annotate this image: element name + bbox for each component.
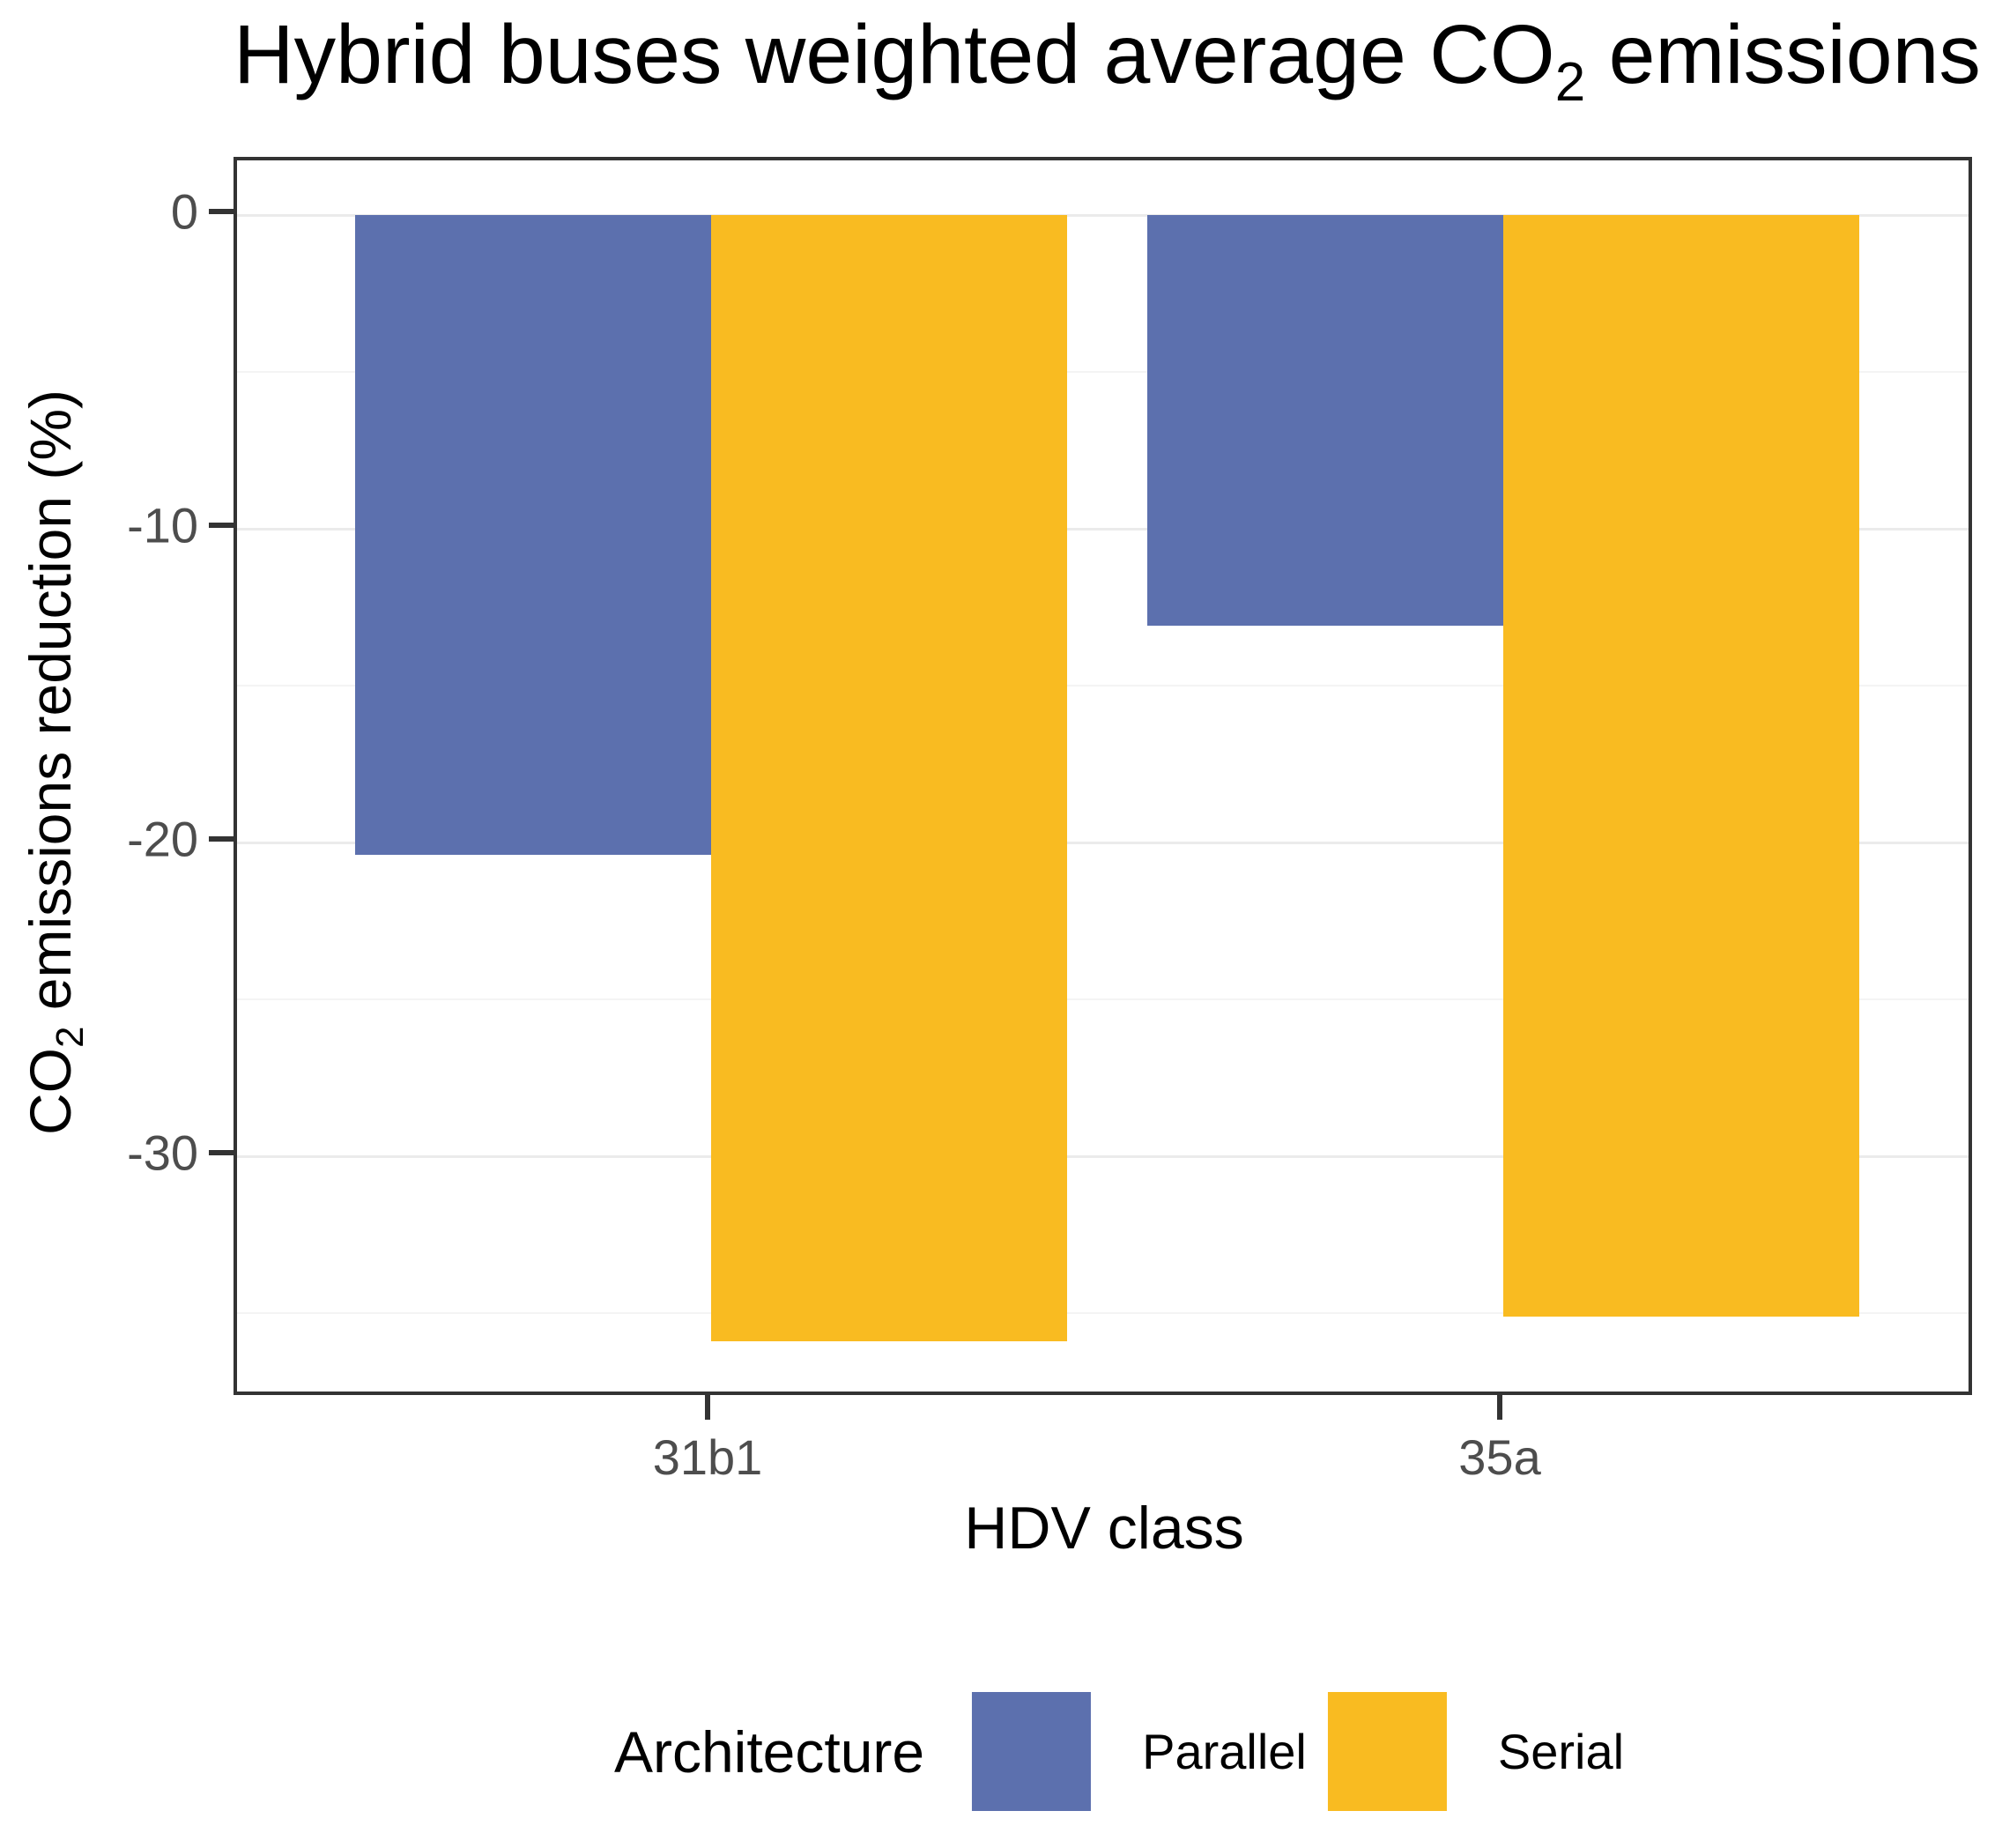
- x-tick-label: 35a: [1458, 1429, 1541, 1485]
- y-tick-label: -10: [127, 497, 198, 553]
- gridline-major: [237, 214, 1969, 217]
- y-tick-label: 0: [170, 183, 198, 240]
- y-axis-title: CO2 emissions reduction (%): [17, 390, 93, 1135]
- plot-panel: [234, 157, 1972, 1395]
- gridline-major: [237, 1155, 1969, 1158]
- x-axis-title: HDV class: [964, 1495, 1244, 1562]
- y-tick-mark: [209, 1150, 234, 1155]
- legend-label-parallel: Parallel: [1142, 1724, 1307, 1779]
- legend-key-parallel: [972, 1692, 1092, 1811]
- x-tick-label: 31b1: [652, 1429, 763, 1485]
- legend-key-serial: [1327, 1692, 1447, 1811]
- y-tick-label: -20: [127, 811, 198, 867]
- bar-31b1-parallel: [355, 215, 711, 855]
- chart-title-subscript: 2: [1554, 52, 1586, 113]
- legend: Architecture Parallel Serial: [614, 1692, 1624, 1811]
- y-axis-title-text-suffix: emissions reduction (%): [17, 389, 83, 1027]
- gridline-major: [237, 528, 1969, 531]
- y-tick-mark: [209, 836, 234, 842]
- chart-title-text-suffix: emissions: [1585, 8, 1981, 101]
- y-tick-label: -30: [127, 1124, 198, 1181]
- bar-35a-serial: [1503, 215, 1859, 1317]
- y-axis-title-subscript: 2: [48, 1026, 93, 1049]
- x-tick-mark: [705, 1395, 710, 1420]
- gridline-major: [237, 842, 1969, 844]
- gridline-minor: [237, 1312, 1969, 1314]
- x-tick-mark: [1497, 1395, 1502, 1420]
- y-tick-mark: [209, 523, 234, 528]
- bar-31b1-serial: [711, 215, 1067, 1341]
- y-axis-title-text: CO: [17, 1048, 83, 1136]
- y-tick-mark: [209, 209, 234, 214]
- gridline-minor: [237, 685, 1969, 687]
- gridline-minor: [237, 998, 1969, 1000]
- chart-title-text: Hybrid buses weighted average CO: [234, 8, 1555, 101]
- legend-title: Architecture: [613, 1718, 925, 1785]
- chart-title: Hybrid buses weighted average CO2 emissi…: [234, 7, 1981, 114]
- legend-label-serial: Serial: [1497, 1724, 1625, 1779]
- bar-35a-parallel: [1147, 215, 1503, 626]
- gridline-minor: [237, 371, 1969, 373]
